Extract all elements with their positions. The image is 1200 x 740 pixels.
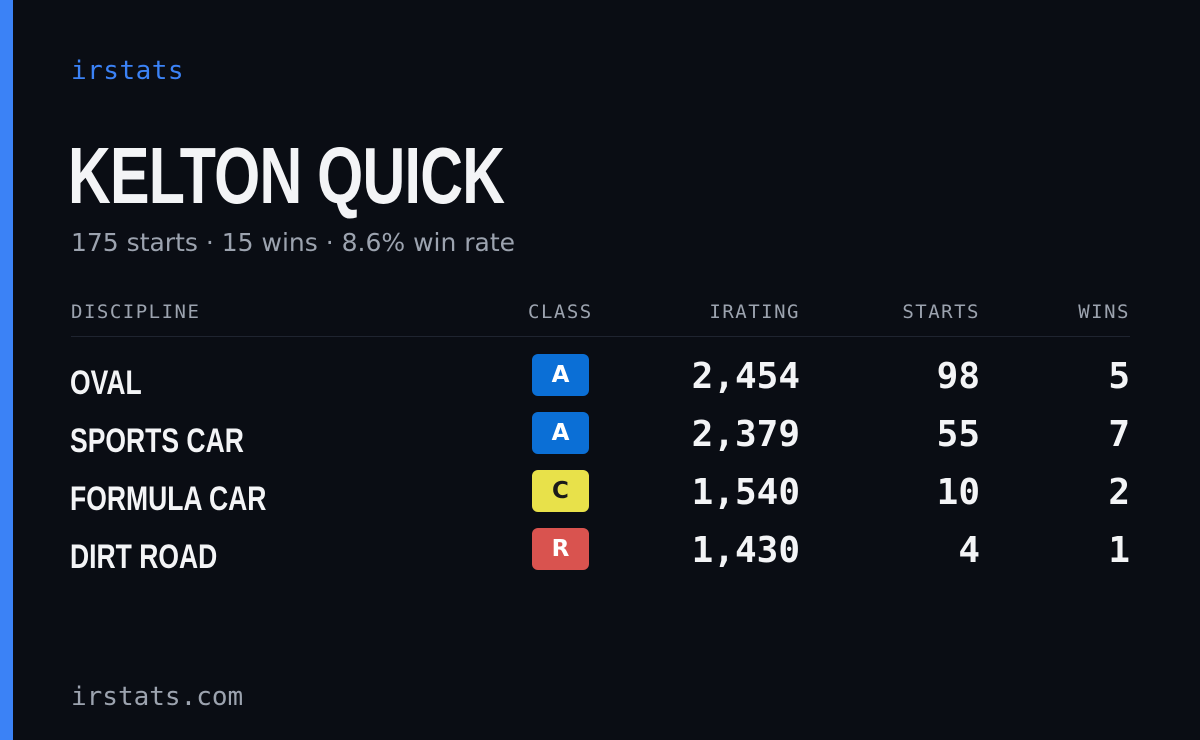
class-badge: A [532,412,589,454]
row-wins: 7 [1108,414,1130,455]
class-badge: C [532,470,589,512]
accent-bar [0,0,13,740]
table-row: OVAL A 2,454 98 5 [0,354,1200,412]
class-badge: R [532,528,589,570]
row-starts: 4 [958,530,980,571]
table-row: SPORTS CAR A 2,379 55 7 [0,412,1200,470]
class-badge: A [532,354,589,396]
table-row: FORMULA CAR C 1,540 10 2 [0,470,1200,528]
header-discipline: DISCIPLINE [71,301,201,323]
row-starts: 98 [936,356,980,397]
row-irating: 1,430 [691,530,800,571]
row-discipline: FORMULA CAR [70,480,267,518]
header-class: CLASS [528,301,593,323]
row-starts: 55 [936,414,980,455]
row-starts: 10 [936,472,980,513]
row-irating: 2,454 [691,356,800,397]
row-irating: 2,379 [691,414,800,455]
driver-name: KELTON QUICK [68,131,505,220]
driver-summary: 175 starts · 15 wins · 8.6% win rate [71,228,516,257]
row-wins: 1 [1108,530,1130,571]
table-row: DIRT ROAD R 1,430 4 1 [0,528,1200,586]
row-irating: 1,540 [691,472,800,513]
row-wins: 2 [1108,472,1130,513]
header-starts: STARTS [902,301,980,323]
header-divider [71,336,1130,337]
brand-logo: irstats [71,56,185,86]
footer-url: irstats.com [71,682,244,712]
header-irating: IRATING [709,301,800,323]
row-wins: 5 [1108,356,1130,397]
row-discipline: SPORTS CAR [70,422,244,460]
row-discipline: DIRT ROAD [70,538,218,576]
header-wins: WINS [1078,301,1130,323]
row-discipline: OVAL [70,364,142,402]
